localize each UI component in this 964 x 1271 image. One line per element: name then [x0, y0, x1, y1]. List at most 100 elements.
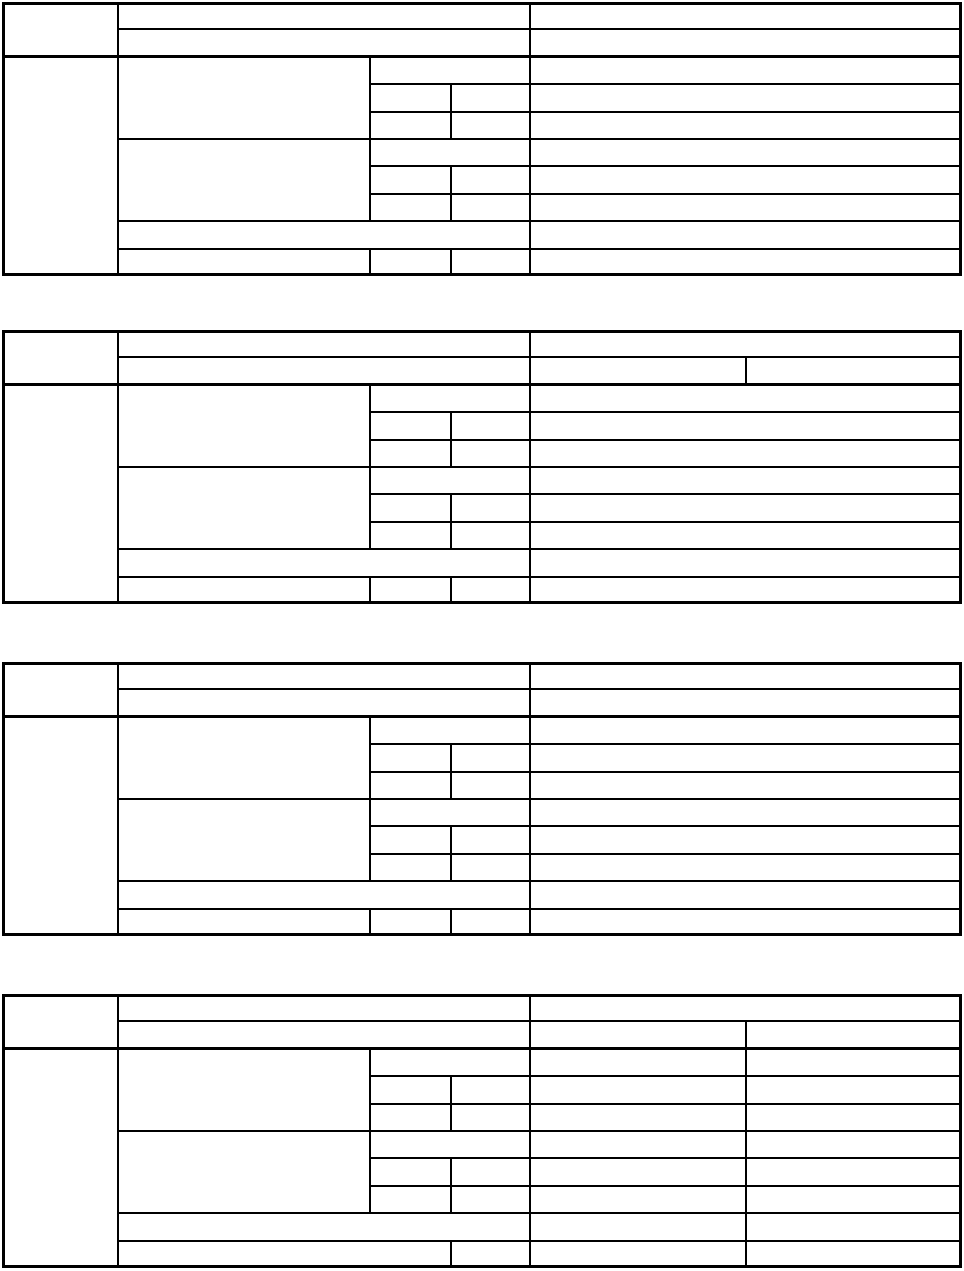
table-cell	[370, 1185, 451, 1214]
table-cell	[370, 248, 451, 276]
table-cell	[370, 193, 451, 222]
table-cell	[451, 111, 530, 139]
header-divider	[5, 55, 959, 59]
table-cell	[530, 56, 962, 85]
table-cell	[451, 248, 530, 276]
table-cell	[118, 221, 530, 249]
table-cell	[370, 166, 451, 194]
table-cell	[118, 384, 370, 467]
table-cell	[451, 1240, 530, 1268]
table-cell	[530, 384, 962, 413]
table-cell	[451, 521, 530, 550]
table-cell	[530, 1076, 746, 1104]
table-cell	[2, 330, 118, 385]
table-cell	[370, 1103, 451, 1131]
table-4	[2, 994, 962, 1268]
table-cell	[451, 1076, 530, 1104]
table-cell	[118, 576, 370, 604]
table-cell	[530, 549, 962, 577]
table-cell	[746, 1076, 962, 1104]
table-cell	[118, 662, 530, 690]
table-2	[2, 330, 962, 604]
table-cell	[370, 716, 530, 745]
table-cell	[370, 412, 451, 440]
table-cell	[530, 2, 962, 30]
table-cell	[530, 1158, 746, 1186]
table-cell	[530, 799, 962, 827]
table-cell	[2, 662, 118, 717]
table-cell	[370, 1131, 530, 1159]
table-cell	[530, 1048, 746, 1077]
table-cell	[451, 166, 530, 194]
table-cell	[530, 248, 962, 276]
table-cell	[451, 84, 530, 112]
table-cell	[370, 799, 530, 827]
table-cell	[530, 1240, 746, 1268]
table-cell	[118, 799, 370, 882]
table-cell	[370, 439, 451, 467]
table-cell	[370, 56, 530, 85]
table-cell	[118, 248, 370, 276]
table-cell	[370, 908, 451, 936]
table-cell	[118, 1131, 370, 1214]
table-cell	[746, 1048, 962, 1077]
table-cell	[530, 994, 962, 1022]
table-cell	[118, 139, 370, 222]
table-cell	[451, 576, 530, 604]
table-cell	[370, 139, 530, 167]
table-cell	[370, 853, 451, 882]
table-cell	[746, 357, 962, 385]
table-cell	[370, 744, 451, 772]
table-cell	[451, 412, 530, 440]
table-cell	[451, 771, 530, 799]
table-cell	[530, 1131, 746, 1159]
table-cell	[530, 716, 962, 745]
table-cell	[451, 439, 530, 467]
table-cell	[530, 1021, 746, 1049]
table-cell	[530, 744, 962, 772]
table-cell	[118, 467, 370, 550]
table-cell	[530, 412, 962, 440]
table-cell	[118, 908, 370, 936]
table-cell	[118, 1240, 451, 1268]
table-cell	[530, 881, 962, 909]
table-cell	[370, 1048, 530, 1077]
table-cell	[451, 1158, 530, 1186]
table-cell	[370, 1158, 451, 1186]
table-cell	[370, 384, 530, 413]
table-cell	[530, 1213, 746, 1241]
table-cell	[530, 193, 962, 222]
table-cell	[530, 29, 962, 57]
table-cell	[746, 1158, 962, 1186]
table-cell	[530, 111, 962, 139]
table-cell	[118, 1048, 370, 1131]
table-cell	[451, 1103, 530, 1131]
table-cell	[370, 111, 451, 139]
table-cell	[530, 330, 962, 358]
table-cell	[2, 2, 118, 57]
table-cell	[370, 1076, 451, 1104]
table-cell	[530, 576, 962, 604]
table-cell	[530, 521, 962, 550]
table-cell	[746, 1240, 962, 1268]
table-cell	[530, 771, 962, 799]
table-cell	[118, 549, 530, 577]
table-cell	[746, 1213, 962, 1241]
table-cell	[530, 84, 962, 112]
table-cell	[2, 1048, 118, 1268]
table-cell	[118, 881, 530, 909]
header-divider	[5, 383, 959, 387]
table-cell	[2, 384, 118, 604]
table-1	[2, 2, 962, 276]
table-cell	[451, 1185, 530, 1214]
table-cell	[530, 826, 962, 854]
table-cell	[451, 744, 530, 772]
table-cell	[451, 494, 530, 522]
table-cell	[118, 1213, 530, 1241]
table-cell	[118, 357, 530, 385]
table-cell	[746, 1185, 962, 1214]
table-cell	[530, 1185, 746, 1214]
table-cell	[746, 1131, 962, 1159]
table-cell	[530, 166, 962, 194]
table-cell	[451, 908, 530, 936]
